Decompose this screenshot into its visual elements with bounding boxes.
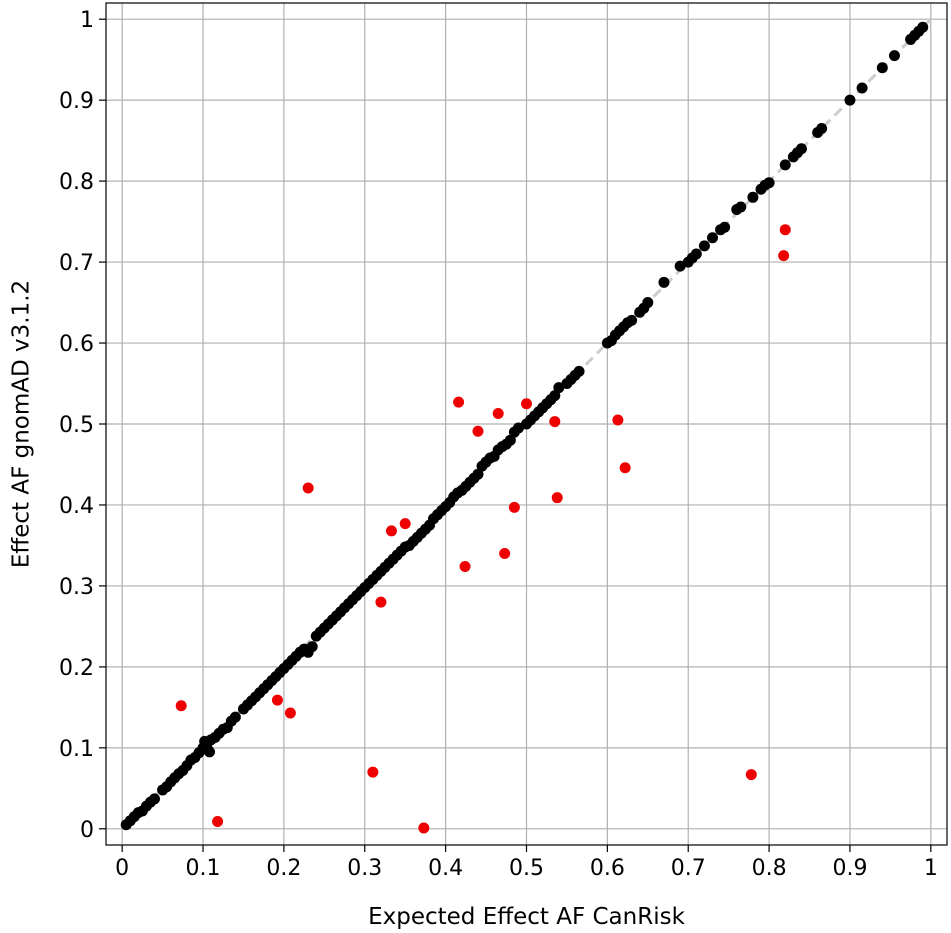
x-tick-label: 0.3 xyxy=(347,856,382,881)
y-axis-label: Effect AF gnomAD v3.1.2 xyxy=(9,280,35,568)
data-point xyxy=(385,525,397,537)
data-point xyxy=(612,414,624,426)
data-point xyxy=(642,297,654,309)
y-tick-label: 1 xyxy=(80,8,94,33)
x-tick-label: 0.8 xyxy=(752,856,787,881)
data-point xyxy=(453,396,465,408)
x-tick-label: 0.4 xyxy=(428,856,463,881)
series-0 xyxy=(120,21,929,831)
data-point xyxy=(747,191,759,203)
y-tick-label: 0.8 xyxy=(59,170,94,195)
data-point xyxy=(573,365,585,377)
data-point xyxy=(917,21,929,33)
x-axis-ticks: 0 0.1 0.2 0.3 0.4 0.5 0.6 0.7 0.8 0.9 1 xyxy=(115,845,938,881)
y-tick-label: 0.6 xyxy=(59,332,94,357)
data-point xyxy=(690,248,702,260)
data-point xyxy=(706,232,718,244)
y-tick-label: 0.9 xyxy=(59,89,94,114)
data-point xyxy=(175,700,187,712)
x-tick-label: 0.9 xyxy=(832,856,867,881)
x-tick-label: 0.5 xyxy=(509,856,544,881)
data-point xyxy=(472,425,484,437)
data-point xyxy=(375,596,387,608)
data-point xyxy=(658,276,670,288)
grid-lines xyxy=(106,3,947,845)
data-point xyxy=(735,201,747,213)
data-point xyxy=(229,711,241,723)
data-point xyxy=(212,816,224,828)
data-point xyxy=(778,250,790,262)
x-tick-label: 0.6 xyxy=(590,856,625,881)
data-point xyxy=(306,641,318,653)
data-point xyxy=(816,122,828,134)
data-point xyxy=(284,707,296,719)
y-tick-label: 0.7 xyxy=(59,251,94,276)
data-point xyxy=(149,793,161,805)
data-point xyxy=(876,62,888,74)
data-point xyxy=(367,766,379,778)
data-point xyxy=(795,143,807,155)
data-point xyxy=(719,221,731,233)
data-point xyxy=(551,492,563,504)
data-point xyxy=(521,398,532,410)
data-point xyxy=(626,314,638,326)
y-tick-label: 0.4 xyxy=(59,494,94,519)
y-tick-label: 0.2 xyxy=(59,656,94,681)
data-point xyxy=(856,82,868,94)
data-point xyxy=(504,434,516,446)
data-point xyxy=(508,501,520,513)
x-tick-label: 0.1 xyxy=(186,856,221,881)
data-point xyxy=(779,159,791,171)
y-tick-label: 0.5 xyxy=(59,413,94,438)
series-1 xyxy=(175,224,791,834)
data-point xyxy=(459,560,471,572)
data-point xyxy=(399,518,411,530)
data-point xyxy=(499,548,511,560)
data-point xyxy=(844,94,856,106)
x-tick-label: 0.7 xyxy=(671,856,706,881)
data-point xyxy=(472,468,484,480)
x-tick-label: 1 xyxy=(924,856,938,881)
data-point xyxy=(745,769,757,781)
data-point xyxy=(204,746,216,758)
x-tick-label: 0.2 xyxy=(266,856,301,881)
data-point xyxy=(271,694,283,706)
data-point xyxy=(619,462,631,474)
data-point xyxy=(549,416,561,428)
data-point xyxy=(888,50,900,62)
y-tick-label: 0 xyxy=(80,818,94,843)
x-axis-label: Expected Effect AF CanRisk xyxy=(368,904,685,930)
y-tick-label: 0.3 xyxy=(59,575,94,600)
data-point xyxy=(763,177,775,189)
y-tick-label: 0.1 xyxy=(59,737,94,762)
x-tick-label: 0 xyxy=(115,856,129,881)
data-point xyxy=(418,822,430,834)
data-point xyxy=(302,482,314,494)
data-point xyxy=(492,407,504,419)
data-point xyxy=(698,240,710,252)
data-point xyxy=(779,224,791,236)
data-point xyxy=(549,390,561,402)
data-points xyxy=(120,21,929,834)
y-axis-ticks: 0 0.1 0.2 0.3 0.4 0.5 0.6 0.7 0.8 0.9 1 xyxy=(59,8,106,843)
